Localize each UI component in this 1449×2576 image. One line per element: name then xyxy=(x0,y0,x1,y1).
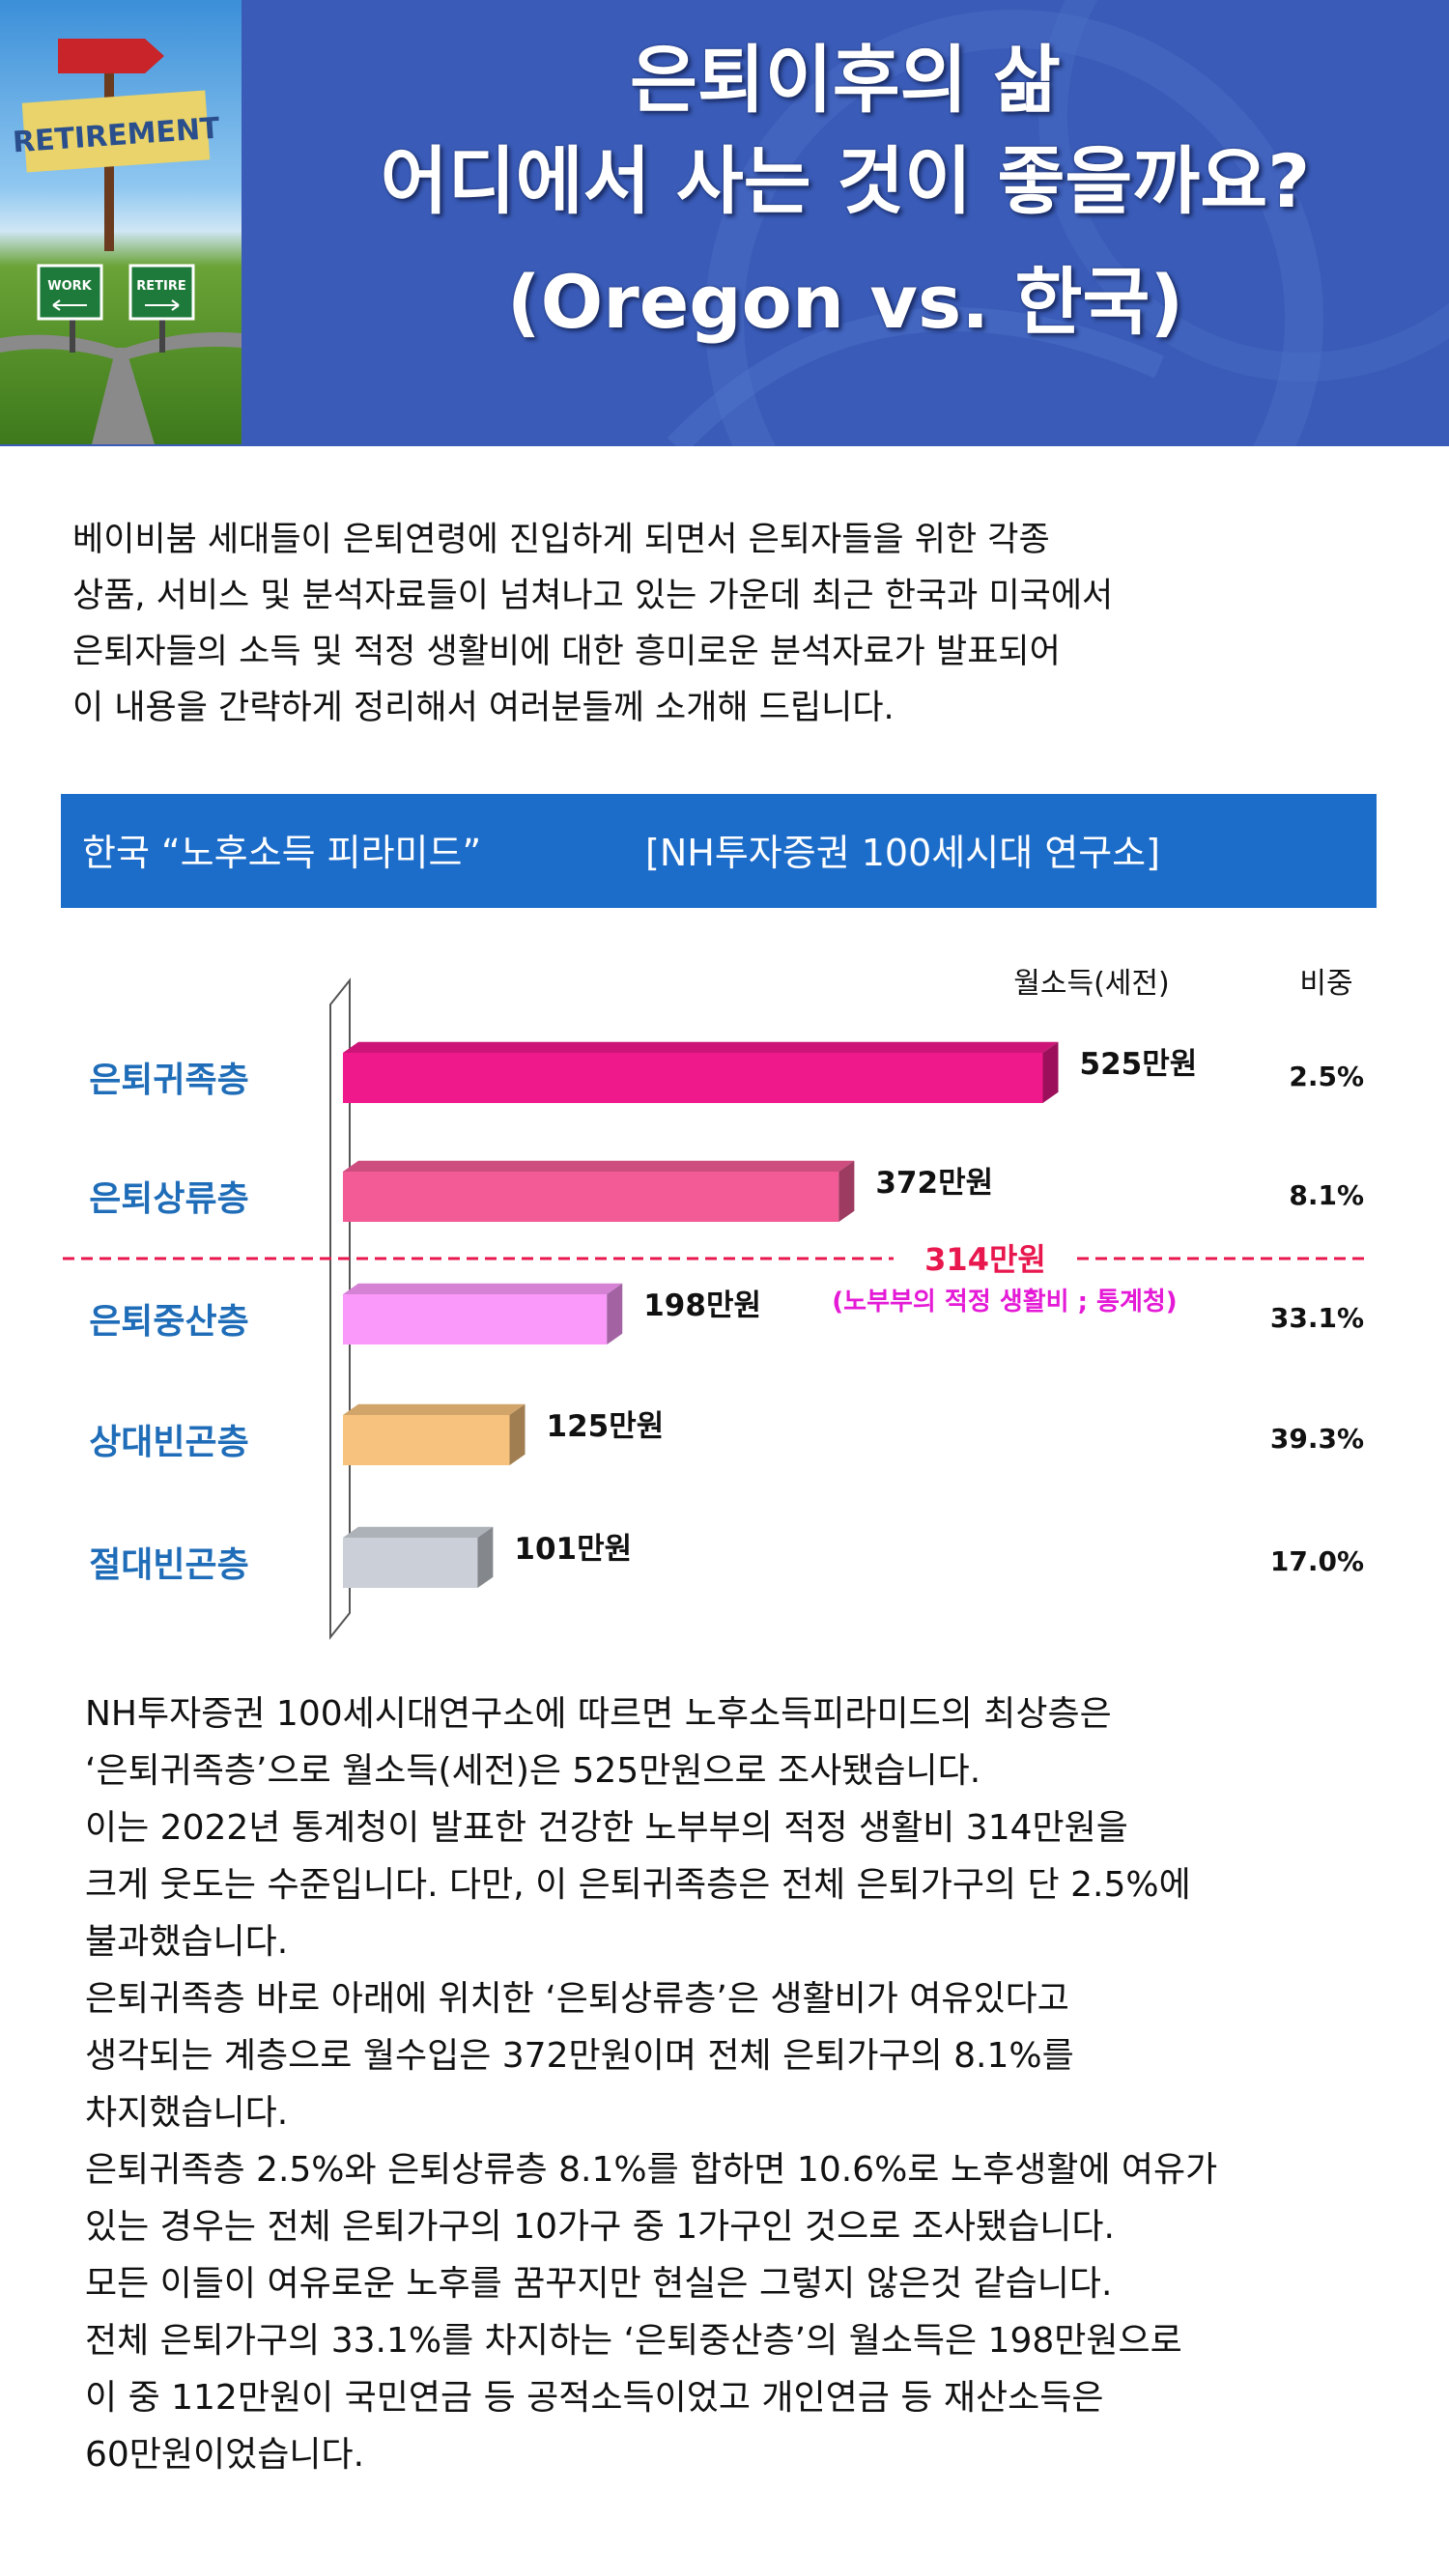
body-paragraph: NH투자증권 100세시대연구소에 따르면 노후소득피라미드의 최상층은 ‘은퇴귀… xyxy=(85,1685,1418,2483)
body-line: NH투자증권 100세시대연구소에 따르면 노후소득피라미드의 최상층은 xyxy=(85,1694,1112,1734)
bar-top xyxy=(343,1526,494,1538)
bar-side xyxy=(607,1283,623,1345)
header-banner: RETIREMENT WORK RETIRE 은퇴이후의 삶 어디에서 사는 것… xyxy=(0,0,1449,446)
share-label: 39.3% xyxy=(1270,1423,1364,1455)
section-source: [NH투자증권 100세시대 연구소] xyxy=(645,832,1160,874)
header-share: 비중 xyxy=(1299,967,1352,1001)
sign-retire: RETIRE xyxy=(136,279,186,294)
body-line: 이는 2022년 통계청이 발표한 건강한 노부부의 적정 생활비 314만원을 xyxy=(85,1808,1128,1848)
bar-상대빈곤층 xyxy=(343,1415,510,1465)
bar-절대빈곤층 xyxy=(343,1538,478,1588)
bar-은퇴상류층 xyxy=(343,1172,839,1222)
title-line-1: 은퇴이후의 삶 xyxy=(630,37,1061,123)
category-label: 은퇴상류층 xyxy=(89,1179,249,1219)
body-line: 불과했습니다. xyxy=(85,1922,289,1962)
reference-note: (노부부의 적정 생활비 ; 통계청) xyxy=(832,1288,1177,1316)
value-label: 198만원 xyxy=(643,1288,761,1323)
body-line: 60만원이었습니다. xyxy=(85,2435,365,2475)
body-line: 전체 은퇴가구의 33.1%를 차지하는 ‘은퇴중산층’의 월소득은 198만원… xyxy=(85,2321,1182,2361)
bar-top xyxy=(343,1283,623,1294)
category-label: 은퇴귀족층 xyxy=(89,1061,249,1100)
reference-label: 314만원 xyxy=(924,1241,1046,1278)
category-label: 상대빈곤층 xyxy=(89,1423,249,1462)
bar-은퇴중산층 xyxy=(343,1294,608,1345)
share-label: 17.0% xyxy=(1270,1545,1364,1577)
income-pyramid-chart: 월소득(세전) 비중 은퇴귀족층 525만원 2.5% 은퇴상류층 372만원 8.1% 은… xyxy=(63,967,1370,1640)
body-line: 크게 웃도는 수준입니다. 다만, 이 은퇴귀족층은 전체 은퇴가구의 단 2.… xyxy=(85,1865,1191,1905)
value-label: 125만원 xyxy=(547,1409,665,1444)
bar-side xyxy=(477,1526,494,1588)
bar-top xyxy=(343,1160,855,1172)
bar-은퇴귀족층 xyxy=(343,1053,1043,1103)
bar-side xyxy=(509,1403,526,1465)
intro-paragraph: 베이비붐 세대들이 은퇴연령에 진입하게 되면서 은퇴자들을 위한 각종 상품,… xyxy=(72,512,1406,736)
share-label: 8.1% xyxy=(1289,1179,1364,1211)
body-line: 생각되는 계층으로 월수입은 372만원이며 전체 은퇴가구의 8.1%를 xyxy=(85,2036,1074,2076)
category-label: 절대빈곤층 xyxy=(89,1545,249,1585)
bar-top xyxy=(343,1403,526,1415)
intro-line: 베이비붐 세대들이 은퇴연령에 진입하게 되면서 은퇴자들을 위한 각종 xyxy=(72,521,1050,559)
section-header: 한국 “노후소득 피라미드” [NH투자증권 100세시대 연구소] xyxy=(61,794,1377,908)
value-label: 101만원 xyxy=(514,1532,632,1567)
chart-frame xyxy=(329,977,351,1640)
body-line: 은퇴귀족층 2.5%와 은퇴상류층 8.1%를 합하면 10.6%로 노후생활에… xyxy=(85,2150,1218,2190)
bar-side xyxy=(838,1160,855,1222)
body-line: ‘은퇴귀족층’으로 월소득(세전)은 525만원으로 조사됐습니다. xyxy=(85,1751,981,1791)
retirement-photo: RETIREMENT WORK RETIRE xyxy=(0,0,242,444)
body-line: 모든 이들이 여유로운 노후를 꿈꾸지만 현실은 그렇지 않은것 같습니다. xyxy=(85,2264,1113,2304)
body-line: 은퇴귀족층 바로 아래에 위치한 ‘은퇴상류층’은 생활비가 여유있다고 xyxy=(85,1979,1069,2019)
header-income: 월소득(세전) xyxy=(1013,967,1169,1001)
banner-decoration xyxy=(667,0,1449,446)
title-line-2: 어디에서 사는 것이 좋을까요? xyxy=(380,138,1311,224)
intro-line: 이 내용을 간략하게 정리해서 여러분들께 소개해 드립니다. xyxy=(72,689,895,727)
sign-work: WORK xyxy=(47,279,92,294)
share-label: 2.5% xyxy=(1289,1061,1364,1092)
category-label: 은퇴중산층 xyxy=(89,1302,249,1342)
intro-line: 은퇴자들의 소득 및 적정 생활비에 대한 흥미로운 분석자료가 발표되어 xyxy=(72,633,1061,671)
section-title: 한국 “노후소득 피라미드” xyxy=(82,832,482,874)
title-line-3: (Oregon vs. 한국) xyxy=(506,259,1184,345)
body-line: 있는 경우는 전체 은퇴가구의 10가구 중 1가구인 것으로 조사됐습니다. xyxy=(85,2207,1115,2247)
value-label: 372만원 xyxy=(875,1166,993,1201)
body-line: 이 중 112만원이 국민연금 등 공적소득이었고 개인연금 등 재산소득은 xyxy=(85,2378,1104,2418)
value-label: 525만원 xyxy=(1080,1047,1198,1082)
intro-line: 상품, 서비스 및 분석자료들이 넘쳐나고 있는 가운데 최근 한국과 미국에서 xyxy=(72,577,1114,615)
bar-side xyxy=(1042,1041,1059,1103)
body-line: 차지했습니다. xyxy=(85,2093,289,2133)
bar-top xyxy=(343,1041,1059,1053)
share-label: 33.1% xyxy=(1270,1302,1364,1334)
